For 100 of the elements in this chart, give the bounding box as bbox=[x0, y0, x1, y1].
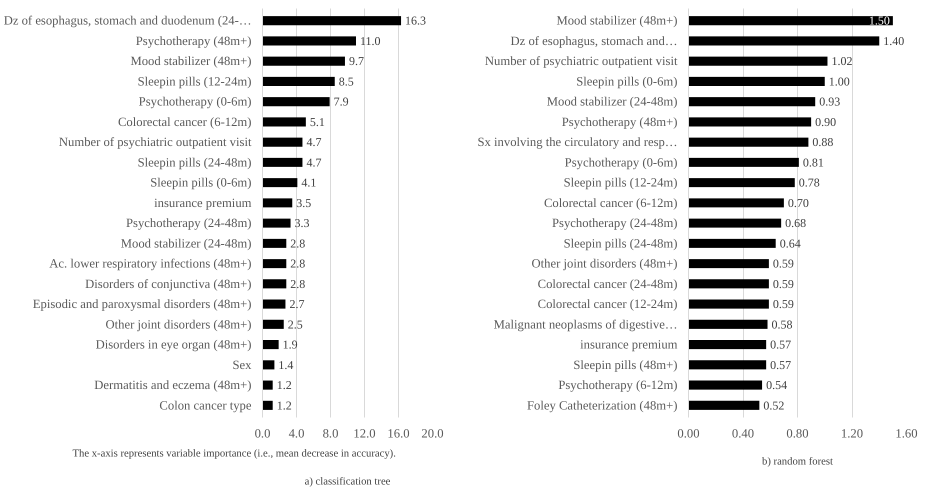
bar bbox=[688, 360, 766, 370]
bar bbox=[262, 360, 274, 370]
bar bbox=[688, 198, 784, 208]
x-tick-label: 16.0 bbox=[387, 426, 410, 440]
data-label: 4.7 bbox=[306, 135, 322, 150]
y-tick-label: Other joint disorders (48m+) bbox=[106, 317, 252, 332]
y-tick-label: Sleepin pills (12-24m) bbox=[138, 74, 252, 88]
data-label: 0.78 bbox=[798, 176, 820, 190]
bar bbox=[688, 36, 880, 46]
y-tick-label: Psychotherapy (48m+) bbox=[136, 34, 252, 48]
data-label: 0.59 bbox=[772, 256, 794, 271]
y-tick-label: Sleepin pills (24-48m) bbox=[138, 155, 252, 170]
data-label: 1.50 bbox=[868, 14, 890, 28]
y-tick-label: Disorders of conjunctiva (48m+) bbox=[85, 276, 252, 291]
x-tick-label: 1.20 bbox=[840, 426, 864, 440]
bar bbox=[262, 380, 273, 390]
bar bbox=[262, 97, 330, 106]
y-tick-label: Mood stabilizer (24-48m) bbox=[546, 94, 678, 109]
text: b) random forest bbox=[762, 456, 834, 468]
bar bbox=[262, 56, 345, 66]
bar bbox=[262, 259, 286, 268]
y-tick-label: Colorectal cancer (6-12m) bbox=[118, 114, 252, 129]
y-tick-label: Foley Catheterization (48m+) bbox=[526, 398, 678, 412]
data-label: 1.4 bbox=[278, 358, 294, 372]
bar bbox=[688, 279, 769, 288]
data-label: 2.8 bbox=[290, 256, 306, 271]
y-tick-label: Dz of esophagus, stomach and… bbox=[510, 34, 678, 48]
bar bbox=[688, 320, 768, 329]
data-label: 1.40 bbox=[883, 34, 904, 48]
bar bbox=[688, 138, 808, 147]
bar bbox=[688, 218, 782, 228]
bar bbox=[262, 178, 298, 188]
bar bbox=[262, 300, 286, 309]
x-tick-label: 0.00 bbox=[677, 426, 700, 440]
y-tick-label: Psychotherapy (24-48m) bbox=[552, 216, 678, 230]
data-label: 3.3 bbox=[294, 216, 310, 230]
y-tick-label: Malignant neoplasms of digestive… bbox=[494, 317, 678, 332]
text: a) classification tree bbox=[304, 476, 391, 488]
bar bbox=[262, 16, 402, 26]
x-tick-label: 4.0 bbox=[288, 426, 304, 440]
data-label: 0.81 bbox=[802, 155, 824, 170]
bar bbox=[262, 198, 292, 208]
y-tick-label: Psychotherapy (0-6m) bbox=[138, 94, 252, 109]
bar bbox=[262, 320, 284, 329]
y-tick-label: Disorders in eye organ (48m+) bbox=[96, 338, 252, 352]
data-label: 0.57 bbox=[770, 338, 792, 352]
y-tick-label: Sleepin pills (0-6m) bbox=[576, 74, 678, 88]
data-label: 0.59 bbox=[772, 276, 794, 291]
bar bbox=[688, 16, 893, 26]
y-tick-label: Other joint disorders (48m+) bbox=[532, 256, 678, 271]
data-label: 0.70 bbox=[788, 196, 809, 210]
bar bbox=[688, 76, 825, 86]
x-tick-label: 20.0 bbox=[421, 426, 444, 440]
y-tick-label: Number of psychiatric outpatient visit bbox=[484, 54, 678, 68]
y-tick-label: Colon cancer type bbox=[159, 398, 252, 412]
data-label: 0.88 bbox=[812, 135, 834, 150]
data-label: 1.02 bbox=[831, 54, 852, 68]
bar bbox=[262, 36, 356, 46]
bar bbox=[688, 380, 762, 390]
bar bbox=[688, 178, 795, 188]
data-label: 8.5 bbox=[338, 74, 354, 88]
y-tick-label: Episodic and paroxysmal disorders (48m+) bbox=[32, 297, 252, 312]
y-tick-label: Dermatitis and eczema (48m+) bbox=[94, 378, 252, 392]
data-label: 4.1 bbox=[301, 176, 316, 190]
x-tick-label: 8.0 bbox=[322, 426, 338, 440]
bar bbox=[262, 279, 286, 288]
data-label: 1.9 bbox=[282, 338, 298, 352]
data-label: 1.00 bbox=[828, 74, 850, 88]
data-label: 0.68 bbox=[785, 216, 806, 230]
data-label: 0.64 bbox=[780, 236, 801, 250]
y-tick-label: insurance premium bbox=[154, 196, 252, 210]
bar bbox=[262, 117, 306, 126]
data-label: 2.5 bbox=[288, 317, 303, 332]
y-tick-label: Psychotherapy (48m+) bbox=[562, 114, 678, 129]
data-label: 2.8 bbox=[290, 276, 306, 291]
bar bbox=[262, 76, 335, 86]
y-tick-label: Psychotherapy (6-12m) bbox=[558, 378, 678, 392]
data-label: 0.93 bbox=[819, 94, 840, 109]
data-label: 2.8 bbox=[290, 236, 306, 250]
bar bbox=[688, 117, 812, 126]
x-tick-label: 0.40 bbox=[732, 426, 754, 440]
data-label: 0.52 bbox=[763, 398, 784, 412]
data-label: 3.5 bbox=[296, 196, 312, 210]
x-tick-label: 1.60 bbox=[895, 426, 918, 440]
x-tick-label: 12.0 bbox=[353, 426, 376, 440]
y-tick-label: Colorectal cancer (6-12m) bbox=[544, 196, 678, 210]
y-tick-label: Colorectal cancer (12-24m) bbox=[538, 297, 678, 312]
y-tick-label: Sex bbox=[232, 358, 252, 372]
data-label: 11.0 bbox=[360, 34, 381, 48]
y-tick-label: insurance premium bbox=[580, 338, 678, 352]
data-label: 5.1 bbox=[310, 114, 325, 129]
y-tick-label: Sleepin pills (24-48m) bbox=[564, 236, 678, 250]
y-tick-label: Colorectal cancer (24-48m) bbox=[538, 276, 678, 291]
y-tick-label: Sleepin pills (48m+) bbox=[573, 358, 678, 372]
y-tick-label: Ac. lower respiratory infections (48m+) bbox=[49, 256, 252, 271]
data-label: 4.7 bbox=[306, 155, 322, 170]
x-tick-label: 0.80 bbox=[786, 426, 809, 440]
data-label: 0.54 bbox=[766, 378, 788, 392]
y-tick-label: Dz of esophagus, stomach and duodenum (24-… bbox=[4, 14, 252, 28]
bar bbox=[688, 238, 776, 248]
